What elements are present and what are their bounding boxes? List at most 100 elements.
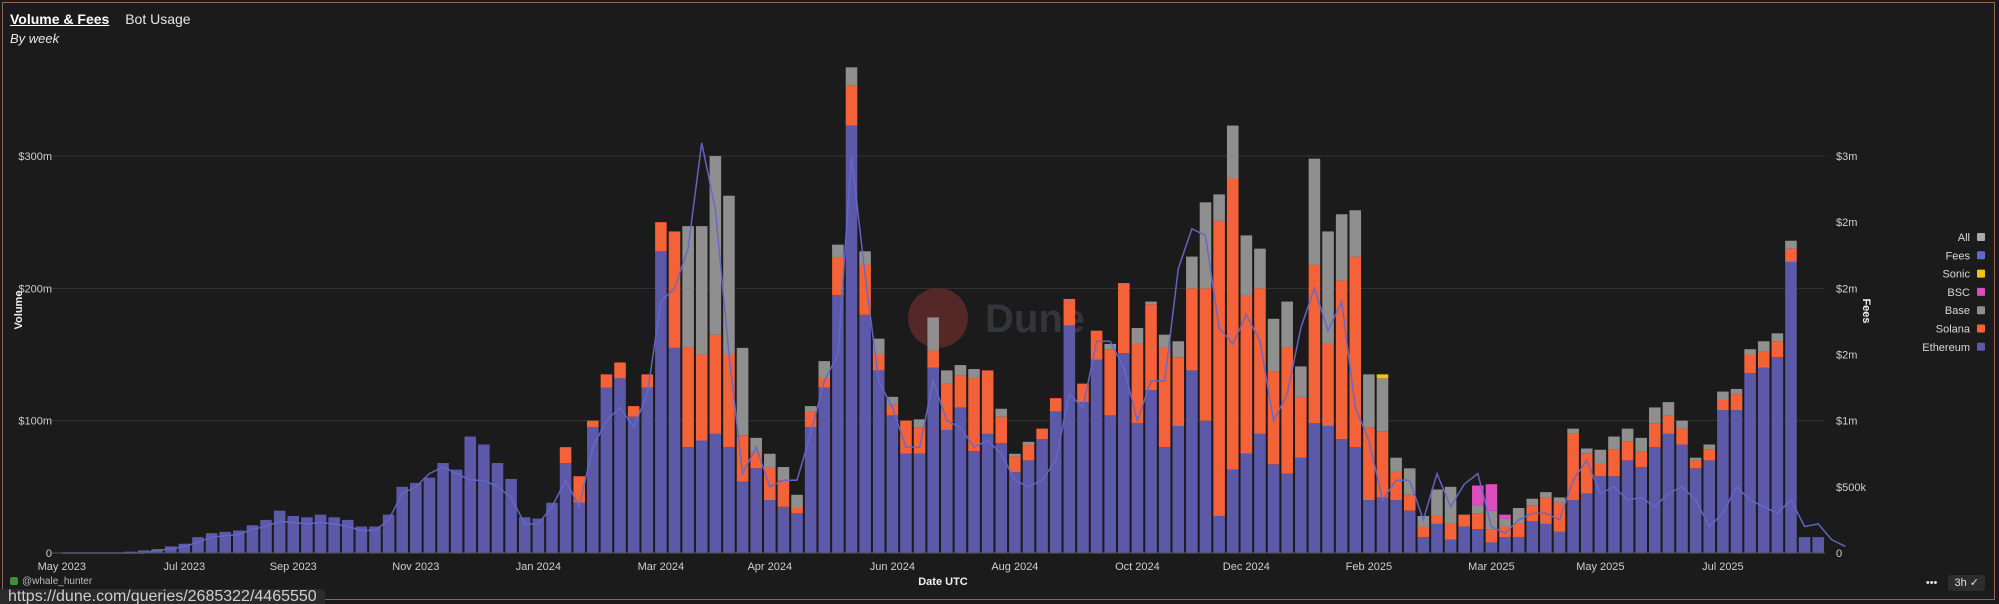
bar-solana [941, 383, 953, 430]
bar-base [1472, 505, 1484, 514]
bar-ethereum [328, 517, 340, 553]
bar-solana [995, 416, 1008, 444]
legend-swatch [1977, 287, 1985, 296]
bar-solana [1676, 428, 1688, 445]
bar-ethereum [1254, 433, 1266, 553]
bar-ethereum [1349, 447, 1362, 553]
bar-ethereum [205, 533, 218, 553]
more-options-button[interactable]: ••• [1925, 577, 1938, 589]
bar-solana [1649, 423, 1661, 448]
bar-ethereum [1090, 359, 1103, 553]
x-tick-label: Dec 2024 [1223, 561, 1270, 573]
legend-label: Sonic [1942, 269, 1970, 281]
bar-base [1131, 328, 1144, 344]
bar-base [804, 406, 817, 412]
bar-base [1390, 457, 1402, 471]
bar-solana [600, 374, 613, 388]
y-tick-label: $300m [18, 151, 52, 163]
x-tick-label: Jul 2023 [164, 561, 206, 573]
bar-base [1512, 508, 1525, 524]
bar-base [1240, 235, 1253, 295]
bar-solana [1049, 398, 1062, 412]
bar-ethereum [968, 451, 980, 553]
bar-solana [832, 257, 844, 295]
x-tick-label: Jul 2025 [1702, 561, 1744, 573]
bar-ethereum [1240, 453, 1253, 553]
bar-ethereum [845, 125, 858, 554]
bar-solana [1022, 444, 1035, 461]
y2-tick-label: $500k [1836, 482, 1866, 494]
bar-ethereum [1649, 447, 1661, 553]
bar-ethereum [1417, 537, 1430, 553]
tab-bot-usage[interactable]: Bot Usage [125, 11, 191, 27]
bar-base [1376, 378, 1389, 432]
bar-solana [1063, 298, 1076, 326]
bar-ethereum [655, 251, 667, 553]
bar-ethereum [750, 468, 762, 553]
refresh-badge[interactable]: 3h ✓ [1948, 575, 1985, 591]
bar-ethereum [382, 514, 395, 553]
bar-ethereum [1472, 529, 1484, 553]
bar-ethereum [587, 427, 599, 553]
bar-base [682, 226, 694, 348]
bar-ethereum [1757, 367, 1770, 553]
bar-ethereum [941, 429, 953, 553]
bar-ethereum [1676, 444, 1688, 553]
bar-solana [750, 452, 762, 469]
user-avatar-icon [10, 577, 18, 586]
bar-ethereum [518, 517, 531, 553]
bar-solana [668, 231, 681, 348]
bar-ethereum [1036, 439, 1048, 553]
bar-base [791, 494, 803, 509]
bar-base [777, 466, 790, 481]
y2-tick-label: 0 [1836, 548, 1842, 560]
bar-ethereum [1199, 420, 1212, 553]
bar-ethereum [1158, 447, 1171, 553]
bar-solana [587, 420, 599, 428]
bar-solana [1145, 304, 1157, 391]
bar-ethereum [546, 502, 558, 553]
bar-solana [1186, 288, 1198, 371]
bar-ethereum [1689, 468, 1702, 553]
tab-volume-fees[interactable]: Volume & Fees [10, 11, 110, 27]
bar-base [1226, 125, 1239, 179]
bar-ethereum [1703, 460, 1716, 553]
y2-axis-title: Fees [1860, 298, 1872, 323]
bar-base [764, 453, 776, 467]
refresh-time: 3h [1954, 577, 1967, 589]
bar-base [1485, 510, 1498, 530]
bar-base [1689, 457, 1702, 461]
y-tick-label: $100m [18, 416, 52, 428]
bar-ethereum [981, 433, 994, 553]
bar-base [1213, 194, 1225, 221]
bar-solana [1199, 288, 1212, 421]
bar-solana [1118, 283, 1130, 354]
bar-solana [954, 375, 967, 408]
bar-base [1104, 343, 1116, 350]
bar-ethereum [1376, 497, 1389, 553]
bar-ethereum [641, 387, 654, 553]
bar-ethereum [369, 526, 381, 553]
bar-ethereum [233, 530, 245, 553]
bar-base [1267, 318, 1280, 372]
bar-solana [1295, 396, 1307, 458]
bar-base [995, 408, 1008, 417]
x-tick-label: Feb 2025 [1346, 561, 1392, 573]
bar-ethereum [1540, 523, 1552, 553]
legend-swatch [1977, 269, 1985, 278]
x-tick-label: Aug 2024 [991, 561, 1038, 573]
bar-solana [1322, 343, 1334, 426]
bar-base [1009, 453, 1021, 457]
bar-solana [845, 85, 858, 126]
bar-solana [1594, 463, 1607, 477]
bar-solana [1472, 513, 1484, 530]
bar-ethereum [1131, 423, 1144, 553]
bar-base [709, 156, 722, 335]
bar-base [1022, 441, 1035, 445]
bar-solana [1376, 431, 1389, 498]
author-credit[interactable]: @whale_hunter [10, 576, 92, 587]
bar-solana [1240, 294, 1253, 454]
legend-label: Fees [1946, 250, 1971, 262]
bar-base [1608, 436, 1620, 450]
bar-ethereum [954, 407, 967, 553]
